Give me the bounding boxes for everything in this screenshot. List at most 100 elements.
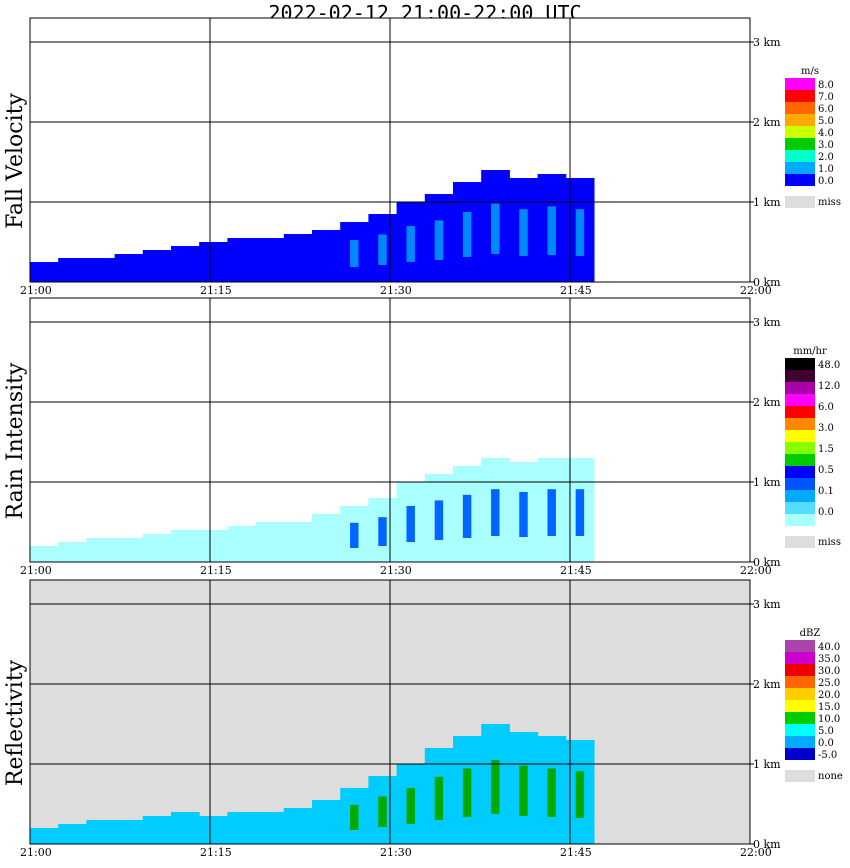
x-tick-label: 21:30 (380, 284, 412, 297)
echo-core (350, 240, 359, 267)
legend-label: 8.0 (818, 80, 834, 91)
panel-title: Reflectivity (3, 659, 28, 786)
echo-column (312, 514, 341, 562)
echo-column (227, 526, 257, 562)
legend-label: 0.5 (818, 465, 834, 476)
echo-column (199, 816, 228, 844)
legend-swatch (785, 370, 815, 382)
echo-core (575, 771, 585, 818)
legend-swatch (785, 174, 815, 186)
echo-column (199, 530, 228, 562)
legend-label: 4.0 (818, 128, 834, 139)
x-tick-label: 22:00 (740, 284, 772, 297)
legend-label: 10.0 (818, 714, 840, 725)
legend-swatch (785, 700, 815, 712)
legend-label: 1.5 (818, 444, 834, 455)
legend-swatch (785, 150, 815, 162)
legend-swatch (785, 442, 815, 454)
echo-core (406, 226, 415, 262)
legend-swatch (785, 652, 815, 664)
echo-column (227, 812, 257, 844)
legend-swatch (785, 724, 815, 736)
echo-core (462, 212, 472, 257)
echo-core (519, 765, 528, 816)
legend-label: 40.0 (818, 642, 840, 653)
legend-label: 0.1 (818, 486, 834, 497)
echo-column (283, 522, 313, 562)
echo-column (86, 258, 116, 282)
legend-swatch (785, 90, 815, 102)
legend-label: 0.0 (818, 507, 834, 518)
panel-title: Rain Intensity (3, 362, 28, 519)
echo-column (255, 812, 285, 844)
legend-swatch (785, 358, 815, 370)
legend-miss-swatch (785, 770, 815, 782)
y-tick-label: 3 km (753, 598, 781, 611)
x-tick-label: 21:45 (560, 284, 592, 297)
y-tick-label: 3 km (753, 316, 781, 329)
legend-swatch (785, 418, 815, 430)
echo-column (58, 542, 87, 562)
legend-swatch (785, 430, 815, 442)
x-tick-label: 21:45 (560, 846, 592, 859)
x-tick-label: 21:15 (200, 564, 232, 577)
echo-core (406, 506, 415, 542)
legend-label: 3.0 (818, 140, 834, 151)
plot-frame (29, 17, 751, 283)
x-tick-label: 22:00 (740, 564, 772, 577)
echo-core (378, 517, 387, 546)
x-tick-label: 21:30 (380, 564, 412, 577)
echo-core (575, 489, 585, 536)
legend-label: 25.0 (818, 678, 840, 689)
echo-column (142, 250, 172, 282)
y-tick-label: 0 km (753, 556, 781, 569)
echo-column (30, 262, 59, 282)
echo-core (491, 489, 500, 536)
legend-miss-label: none (818, 771, 843, 782)
legend-miss-label: miss (818, 537, 841, 548)
echo-column (114, 820, 144, 844)
legend-label: 30.0 (818, 666, 840, 677)
legend-swatch (785, 490, 815, 502)
legend-miss-label: miss (818, 197, 841, 208)
legend-label: 15.0 (818, 702, 840, 713)
echo-column (312, 800, 341, 844)
y-tick-label: 0 km (753, 838, 781, 851)
echo-column (283, 808, 313, 844)
echo-core (350, 804, 359, 830)
legend-swatch (785, 748, 815, 760)
x-tick-label: 21:30 (380, 846, 412, 859)
legend-label: 6.0 (818, 104, 834, 115)
echo-column (255, 238, 285, 282)
legend-swatch (785, 688, 815, 700)
legend-label: -5.0 (818, 750, 837, 761)
echo-core (462, 494, 472, 538)
panel-3: 0 km 1 km 2 km 3 km 21:00 21:15 21:30 21:45 22:0… (3, 579, 843, 859)
legend-swatch (785, 162, 815, 174)
x-tick-label: 21:15 (200, 846, 232, 859)
echo-column (283, 234, 313, 282)
echo-column (86, 820, 116, 844)
x-tick-label: 21:15 (200, 284, 232, 297)
legend-label: 12.0 (818, 381, 840, 392)
legend-swatch (785, 454, 815, 466)
legend-swatch (785, 640, 815, 652)
echo-core (491, 760, 500, 814)
legend-label: 5.0 (818, 726, 834, 737)
echo-column (142, 534, 172, 562)
legend-swatch (785, 126, 815, 138)
echo-core (434, 500, 444, 540)
legend-swatch (785, 676, 815, 688)
legend-label: 48.0 (818, 360, 840, 371)
legend-label: 2.0 (818, 152, 834, 163)
echo-core (434, 776, 444, 820)
y-tick-label: 1 km (753, 196, 781, 209)
legend-swatch (785, 478, 815, 490)
panel-2: 0 km 1 km 2 km 3 km 21:00 21:15 21:30 21:45 22:0… (3, 297, 841, 577)
echo-column (312, 230, 341, 282)
legend-swatch (785, 138, 815, 150)
echo-core (378, 796, 387, 827)
legend-swatch (785, 712, 815, 724)
legend-label: 0.0 (818, 176, 834, 187)
x-tick-label: 22:00 (740, 846, 772, 859)
